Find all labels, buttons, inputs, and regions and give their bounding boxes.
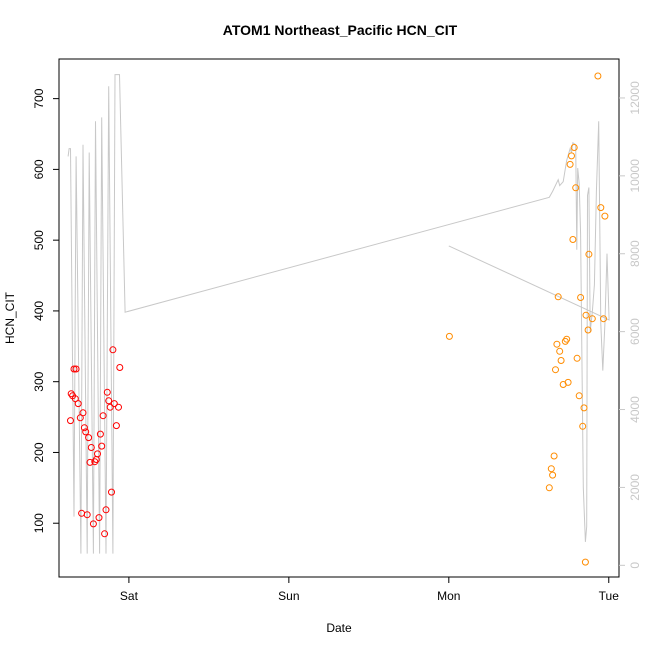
series-line bbox=[67, 74, 610, 554]
y2-tick-label-5: 10000 bbox=[628, 159, 642, 193]
data-point-s1-5 bbox=[72, 365, 80, 373]
data-point-s1-26 bbox=[103, 388, 111, 396]
y-tick-label-5: 600 bbox=[32, 159, 46, 179]
data-point-s2-14 bbox=[566, 160, 574, 168]
data-point-s1-29 bbox=[108, 488, 115, 496]
data-point-s1-25 bbox=[102, 506, 110, 514]
data-point-s2-27 bbox=[585, 250, 593, 258]
data-point-s1-34 bbox=[116, 364, 124, 371]
data-point-s1-10 bbox=[80, 424, 88, 432]
data-point-s1-22 bbox=[98, 442, 106, 450]
data-point-s2-9 bbox=[557, 357, 565, 364]
data-point-s1-27 bbox=[105, 397, 113, 405]
data-point-s2-1 bbox=[545, 484, 553, 492]
data-point-s1-11 bbox=[82, 428, 90, 436]
y-tick-label-1: 200 bbox=[32, 442, 46, 462]
data-point-s2-23 bbox=[580, 404, 588, 412]
data-point-s1-32 bbox=[112, 422, 120, 430]
data-point-s1-33 bbox=[115, 403, 122, 411]
data-point-s2-18 bbox=[572, 184, 580, 192]
data-point-s2-19 bbox=[573, 354, 581, 362]
x-axis: Sat Sun Mon Tue bbox=[120, 577, 619, 603]
y-tick-label-4: 500 bbox=[32, 230, 46, 250]
data-point-s2-7 bbox=[554, 293, 562, 301]
y-tick-label-2: 300 bbox=[32, 371, 46, 391]
data-point-s2-26 bbox=[584, 326, 592, 334]
data-point-s1-13 bbox=[85, 434, 93, 442]
y2-tick-label-6: 12000 bbox=[628, 81, 642, 115]
data-point-s2-32 bbox=[601, 212, 609, 220]
data-point-s2-0 bbox=[445, 332, 453, 340]
data-point-s2-21 bbox=[577, 294, 585, 301]
y-tick-label-3: 400 bbox=[32, 301, 46, 321]
plot-frame bbox=[58, 58, 620, 578]
x-tick-label-3: Tue bbox=[599, 589, 620, 603]
x-tick-label-1: Sun bbox=[278, 589, 299, 603]
points-layer bbox=[67, 72, 609, 566]
data-point-s2-29 bbox=[594, 72, 602, 80]
data-point-s2-15 bbox=[568, 152, 575, 160]
data-point-s1-28 bbox=[106, 403, 114, 411]
y-axis: 100 200 300 400 500 600 700 bbox=[32, 88, 59, 533]
data-point-s1-12 bbox=[83, 511, 91, 519]
x-tick-label-2: Mon bbox=[437, 589, 460, 603]
data-point-s1-21 bbox=[96, 430, 104, 438]
data-point-s2-5 bbox=[552, 366, 559, 374]
data-point-s2-16 bbox=[569, 236, 577, 243]
data-point-s1-16 bbox=[89, 520, 97, 528]
y2-tick-label-0: 0 bbox=[628, 562, 642, 569]
data-point-s2-28 bbox=[588, 315, 596, 323]
data-point-s1-15 bbox=[87, 444, 95, 451]
data-point-s2-3 bbox=[549, 471, 557, 479]
y2-tick-label-4: 8000 bbox=[628, 240, 642, 267]
data-point-s2-12 bbox=[563, 335, 571, 343]
data-point-s2-2 bbox=[547, 465, 555, 473]
data-point-s2-6 bbox=[553, 340, 561, 348]
chart-title: ATOM1 Northeast_Pacific HCN_CIT bbox=[223, 22, 458, 38]
y2-axis-right: 0 2000 4000 6000 8000 10000 12000 bbox=[619, 81, 642, 569]
data-point-s2-4 bbox=[550, 452, 558, 460]
data-point-s1-31 bbox=[110, 400, 118, 408]
x-axis-label: Date bbox=[326, 621, 352, 635]
data-point-s2-17 bbox=[570, 144, 578, 151]
data-point-s2-30 bbox=[597, 204, 605, 212]
data-point-s1-24 bbox=[101, 530, 109, 538]
data-point-s1-14 bbox=[86, 458, 94, 466]
line-layer bbox=[67, 74, 610, 554]
data-point-s2-25 bbox=[582, 311, 590, 319]
data-point-s1-0 bbox=[67, 417, 74, 425]
data-point-s1-23 bbox=[99, 412, 107, 420]
data-point-s2-22 bbox=[579, 422, 587, 430]
data-point-s1-6 bbox=[74, 400, 82, 408]
data-point-s1-19 bbox=[94, 450, 101, 458]
y-tick-label-6: 700 bbox=[32, 88, 46, 108]
y2-tick-label-1: 2000 bbox=[628, 474, 642, 501]
data-point-s2-24 bbox=[581, 558, 589, 566]
data-point-s1-20 bbox=[95, 514, 103, 522]
data-point-s2-20 bbox=[575, 392, 583, 400]
data-point-s1-9 bbox=[79, 409, 87, 417]
data-point-s2-8 bbox=[556, 347, 564, 355]
y2-tick-label-3: 6000 bbox=[628, 318, 642, 345]
y-tick-label-0: 100 bbox=[32, 513, 46, 533]
data-point-s1-30 bbox=[109, 346, 117, 354]
data-point-s1-3 bbox=[70, 365, 78, 373]
data-point-s2-13 bbox=[564, 378, 572, 386]
y2-tick-label-2: 4000 bbox=[628, 396, 642, 423]
data-point-s2-31 bbox=[600, 315, 607, 323]
x-tick-label-0: Sat bbox=[120, 589, 139, 603]
y-axis-label: HCN_CIT bbox=[3, 291, 17, 344]
